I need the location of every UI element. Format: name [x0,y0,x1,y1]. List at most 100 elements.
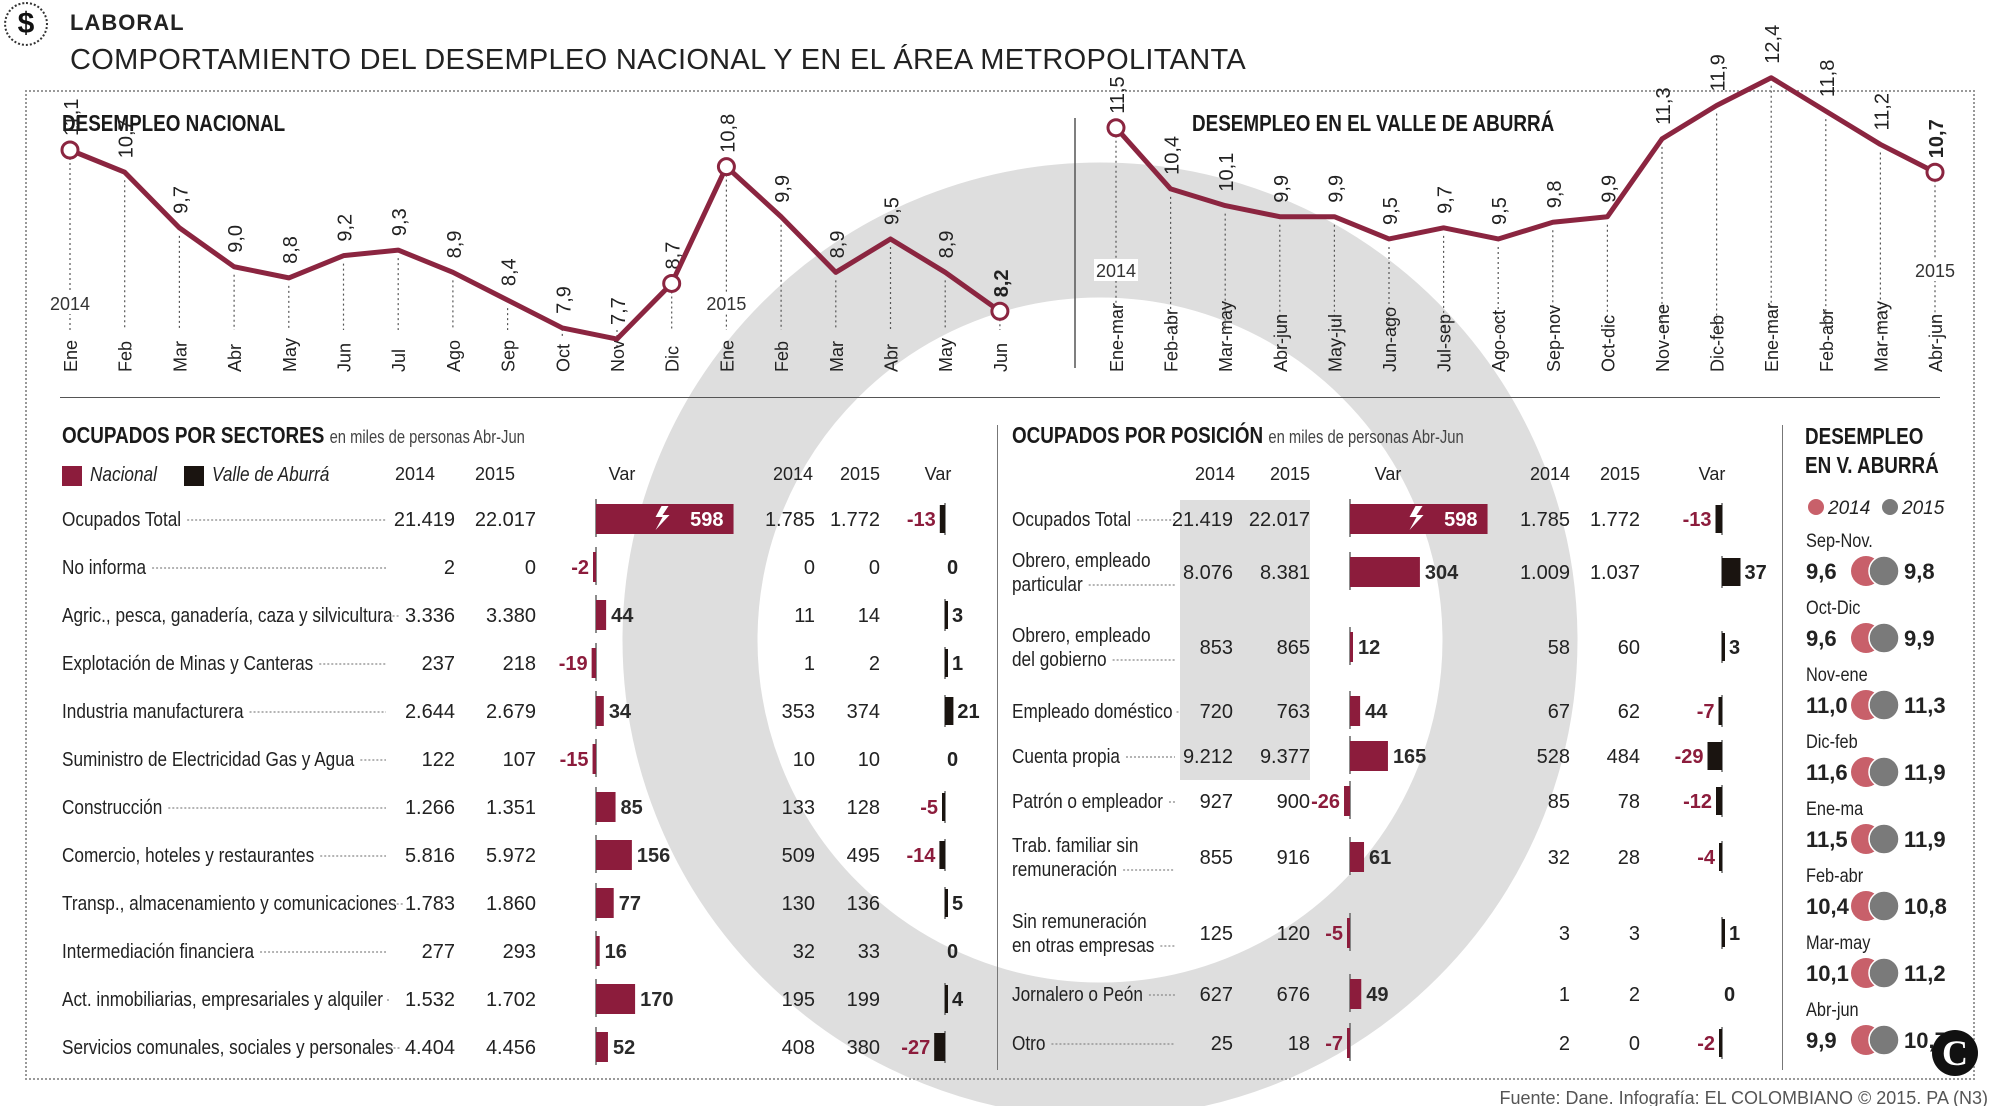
sectores-val-2014: 0 [804,557,815,579]
nacional-value-label: 7,9 [553,286,575,314]
side-title: DESEMPLEO EN V. ABURRÁ [1805,423,1939,478]
valle-category-label: May-jul [1325,314,1345,372]
sectores-nac-2015: 5.972 [486,845,536,867]
nacional-value-label: 11,1 [61,99,83,136]
sectores-val-bar-label: 3 [952,605,963,627]
sectores-nac-2015: 1.860 [486,893,536,915]
sectores-nac-bar-label: 170 [640,989,673,1011]
posicion-val-bar-label: 0 [1724,984,1735,1006]
posicion-row-label: Sin remuneración [1012,910,1147,933]
valle-highlight-point [1106,118,1126,138]
nacional-value-label: 10,8 [717,114,739,153]
nacional-category-label: Abr [225,344,245,372]
posicion-nac-2015: 763 [1277,701,1310,723]
sectores-val-2014: 133 [782,797,815,819]
legend-label-nacional: Nacional [90,464,157,486]
nacional-value-label: 8,8 [280,236,302,264]
sectores-val-2015: 0 [869,557,880,579]
sectores-val-bar [939,505,945,533]
sectores-val-2014: 408 [782,1037,815,1059]
sectores-nac-bar [592,744,596,774]
posicion-row-label: particular [1012,573,1083,596]
valle-value-label: 9,7 [1435,186,1457,214]
side-period-label: Dic-feb [1806,731,1858,752]
valle-year-bg [1094,259,1138,281]
sectores-val-bar [934,1033,945,1061]
valle-value-label: 12,4 [1762,25,1784,64]
side-dot-2015 [1868,689,1900,721]
posicion-nac-bar [1350,842,1365,872]
nacional-category-label: Jul [389,349,409,372]
chart-title-nacional: DESEMPLEO NACIONAL [62,110,286,136]
posicion-row-label: del gobierno [1012,648,1107,671]
sectores-val-bar [945,889,948,917]
sectores-nac-bar [596,600,607,630]
sectores-val-2015: 2 [869,653,880,675]
posicion-val-bar [1715,505,1722,533]
posicion-nac-2015: 916 [1277,847,1310,869]
posicion-nac-bar [1350,979,1362,1009]
side-dot-2015 [1868,890,1900,922]
sectores-val-2015: 10 [858,749,880,771]
sectores-nac-bar [596,840,632,870]
posicion-row-label: Jornalero o Peón [1012,983,1143,1006]
sectores-val-bar [945,601,948,629]
sectores-nac-2014: 277 [422,941,455,963]
posicion-val-bar-label: -4 [1697,847,1716,869]
sectores-row-label: No informa [62,556,147,579]
sectores-col-header: 2014 [773,464,813,484]
sectores-nac-bar-label: 156 [637,845,670,867]
sectores-val-2015: 1.772 [830,509,880,531]
sectores-title: OCUPADOS POR SECTORES en miles de person… [62,422,525,448]
nacional-year-bg [48,292,92,314]
nacional-value-label: 8,4 [499,258,521,286]
posicion-nac-2015: 22.017 [1249,509,1310,531]
sectores-row-label: Suministro de Electricidad Gas y Agua [62,748,355,771]
sectores-nac-bar-label: 85 [621,797,643,819]
side-value-2014: 11,5 [1806,827,1848,852]
side-value-2014: 11,0 [1806,693,1848,718]
sectores-row-label: Agric., pesca, ganadería, caza y silvicu… [62,604,393,627]
valle-year-label: 2014 [1096,261,1136,281]
posicion-row-label: en otras empresas [1012,934,1154,957]
posicion-val-bar [1707,742,1722,770]
posicion-val-bar [1719,1029,1722,1057]
nacional-category-label: May [936,338,956,372]
nacional-value-label: 8,9 [827,231,849,259]
sectores-nac-2015: 1.351 [486,797,536,819]
side-dot-2015 [1868,823,1900,855]
side-period-label: Ene-ma [1806,798,1863,819]
posicion-val-2014: 1 [1559,984,1570,1006]
nacional-value-label: 9,0 [225,225,247,253]
nacional-series-line [69,147,1002,342]
sectores-nac-bar [596,696,604,726]
side-value-2014: 9,6 [1806,559,1837,584]
valle-value-label: 10,1 [1216,153,1238,192]
posicion-val-2014: 58 [1548,637,1570,659]
sectores-nac-2015: 0 [525,557,536,579]
nacional-year-label: 2014 [50,294,90,314]
posicion-val-bar [1719,843,1722,871]
valle-year-bg [1913,259,1957,281]
posicion-val-2014: 85 [1548,791,1570,813]
nacional-value-label: 9,2 [335,214,357,242]
posicion-val-bar-label: -29 [1675,746,1704,768]
posicion-row-label: Otro [1012,1032,1045,1055]
sectores-val-2014: 1 [804,653,815,675]
section-divider [60,397,1940,398]
nacional-category-label: May [280,338,300,372]
posicion-row-label: Empleado doméstico [1012,700,1173,723]
posicion-nac-2014: 25 [1211,1033,1233,1055]
posicion-nac-bar [1350,557,1420,587]
legend-swatch-nacional [62,466,82,486]
valle-value-label: 11,9 [1708,54,1730,91]
posicion-val-2014: 1.009 [1520,562,1570,584]
nacional-value-label: 8,9 [936,231,958,259]
valle-category-label: Mar-may [1216,301,1236,372]
sectores-nac-2015: 1.702 [486,989,536,1011]
sectores-row-label: Ocupados Total [62,508,181,531]
nacional-category-label: Ene [61,340,81,372]
nacional-category-label: Ago [444,340,464,372]
nacional-category-label: Sep [499,340,519,372]
